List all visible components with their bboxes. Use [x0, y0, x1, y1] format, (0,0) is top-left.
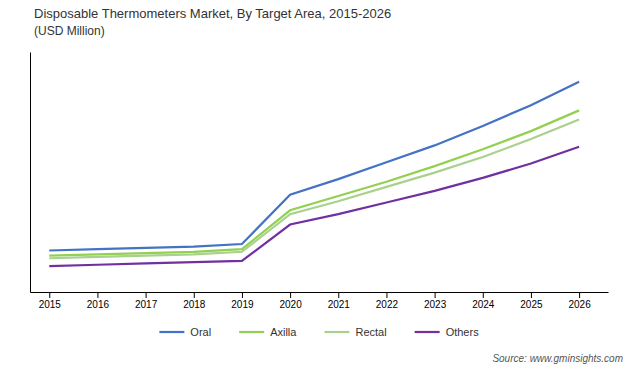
y-axis	[30, 53, 31, 293]
legend-swatch	[239, 331, 264, 333]
x-tick-label: 2017	[135, 299, 158, 310]
x-tick-label: 2015	[39, 299, 62, 310]
legend: Oral Axilla Rectal Others	[159, 326, 479, 338]
x-tick-mark	[435, 292, 436, 298]
series-line	[49, 119, 579, 258]
plot: 2015 2016 2017 2018 2019 2020 2021 2022 2023 2024…	[31, 53, 609, 311]
legend-label: Rectal	[355, 326, 386, 338]
x-tick: 2022	[376, 292, 399, 310]
x-tick-label: 2016	[87, 299, 110, 310]
x-tick: 2016	[87, 292, 110, 310]
legend-label: Axilla	[270, 326, 297, 338]
series-line	[49, 110, 579, 255]
x-tick-label: 2024	[472, 299, 495, 310]
x-tick-mark	[194, 292, 195, 298]
legend-item: Others	[415, 326, 480, 338]
x-tick-mark	[146, 292, 147, 298]
x-tick-mark	[49, 292, 50, 298]
x-tick-label: 2026	[568, 299, 591, 310]
x-tick-label: 2018	[183, 299, 206, 310]
legend-swatch	[159, 331, 184, 333]
x-tick-label: 2021	[328, 299, 351, 310]
legend-item: Axilla	[239, 326, 297, 338]
x-tick-label: 2019	[231, 299, 254, 310]
x-tick: 2024	[472, 292, 495, 310]
x-tick: 2018	[183, 292, 206, 310]
x-tick-mark	[531, 292, 532, 298]
x-axis-line	[31, 292, 609, 293]
chart: 2015 2016 2017 2018 2019 2020 2021 2022 2023 2024…	[0, 0, 633, 370]
x-tick: 2020	[279, 292, 302, 310]
series-line	[49, 82, 579, 251]
x-tick: 2015	[39, 292, 62, 310]
title: Disposable Thermometers Market, By Targe…	[34, 6, 391, 21]
series-line	[49, 147, 579, 266]
x-tick: 2026	[568, 292, 591, 310]
subtitle: (USD Million)	[34, 24, 105, 38]
legend-label: Others	[446, 326, 480, 338]
x-tick-label: 2020	[279, 299, 302, 310]
x-tick: 2017	[135, 292, 158, 310]
x-tick-mark	[97, 292, 98, 298]
x-tick-mark	[242, 292, 243, 298]
x-tick-label: 2025	[520, 299, 543, 310]
y-axis-line	[30, 53, 31, 293]
x-tick-mark	[483, 292, 484, 298]
legend-item: Oral	[159, 326, 211, 338]
x-axis: 2015 2016 2017 2018 2019 2020 2021 2022 2023 2024…	[31, 292, 609, 310]
x-tick-mark	[338, 292, 339, 298]
x-tick-mark	[386, 292, 387, 298]
x-tick: 2025	[520, 292, 543, 310]
legend-swatch	[415, 331, 440, 333]
x-tick-mark	[579, 292, 580, 298]
x-tick-label: 2022	[376, 299, 399, 310]
x-tick-label: 2023	[424, 299, 447, 310]
annotation: Source: www.gminsights.com	[492, 353, 623, 364]
legend-item: Rectal	[324, 326, 386, 338]
x-tick: 2021	[328, 292, 351, 310]
x-tick-mark	[290, 292, 291, 298]
x-tick: 2023	[424, 292, 447, 310]
legend-label: Oral	[190, 326, 211, 338]
x-tick: 2019	[231, 292, 254, 310]
lines	[49, 82, 579, 266]
legend-swatch	[324, 331, 349, 333]
